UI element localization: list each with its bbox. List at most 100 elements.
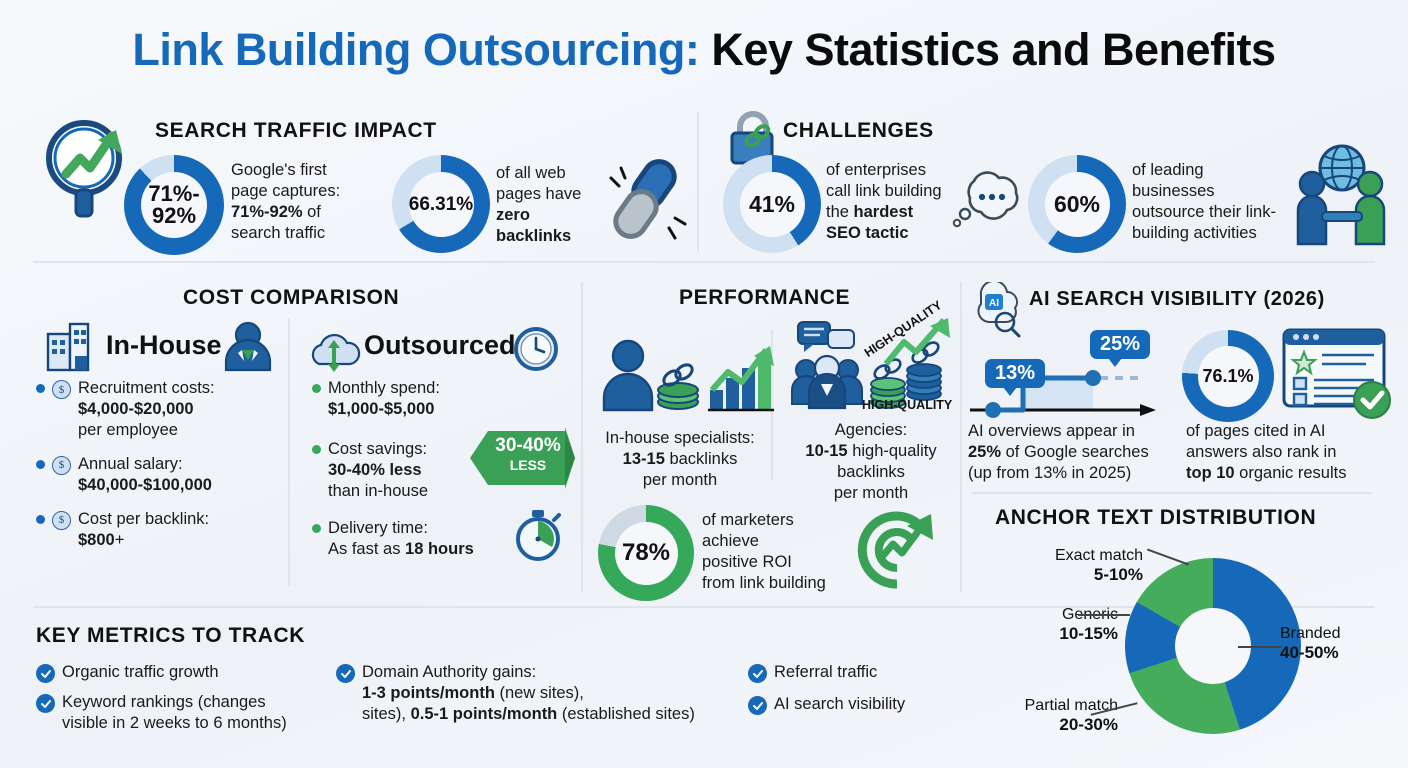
ai-left-text: AI overviews appear in 25% of Google sea…: [968, 421, 1168, 484]
divider-vertical-perf-inner: [771, 330, 773, 480]
item-label: Recruitment costs:: [78, 379, 215, 397]
perf-right-title: Agencies:: [834, 421, 908, 439]
in-house-title: In-House: [106, 330, 222, 360]
item-note: than in-house: [328, 481, 428, 500]
ai-right-line3-tail: organic results: [1234, 463, 1347, 482]
ai-left-bold1: 25%: [968, 442, 1002, 461]
key-metric-item: Domain Authority gains: 1-3 points/month…: [336, 662, 736, 725]
businessman-icon: [224, 321, 272, 372]
check-circle-icon: [748, 696, 767, 715]
item-note-inline: +: [114, 530, 125, 549]
perf-left-rest: backlinks: [664, 449, 738, 468]
stat-value-78: 78%: [621, 539, 671, 566]
roi-line1: of marketers: [702, 511, 794, 529]
outsourced-item-2: Cost savings: 30-40% less than in-house: [312, 439, 542, 502]
key-metric-item: AI search visibility: [748, 694, 968, 715]
stat-donut-76-1: 76.1%: [1182, 330, 1274, 422]
leader-line-generic: [1078, 614, 1130, 616]
stat-value-line1: 71%-: [148, 181, 200, 206]
key-metric-label: Domain Authority gains:: [362, 663, 537, 681]
stat-value-41: 41%: [748, 190, 796, 217]
check-circle-icon: [36, 664, 55, 683]
svg-text:AI: AI: [989, 298, 999, 309]
search-traffic-stat2-text: of all web pages have zero backlinks: [496, 163, 604, 247]
leader-line-branded: [1238, 646, 1282, 648]
ai-step-badge-13: 13%: [985, 359, 1046, 396]
challenges-stat1-text: of enterprises call link building the ha…: [826, 160, 951, 244]
item-prefix: As fast as: [328, 539, 406, 558]
stat-donut-60: 60%: [1028, 155, 1126, 253]
item-label: Annual salary:: [78, 454, 183, 473]
dollar-coin-icon: $: [52, 380, 71, 399]
cloud-sync-icon: [311, 333, 361, 372]
ai-left-line2-tail: of Google searches: [1001, 442, 1149, 461]
challenges-stat2-text: of leading businesses outsource their li…: [1132, 161, 1276, 242]
broken-chain-icon: [609, 159, 687, 240]
anchor-label-value: 40-50%: [1280, 643, 1339, 663]
item-value: $1,000-$5,000: [328, 399, 435, 418]
check-circle-icon: [36, 694, 55, 713]
divider-ai-anchor: [972, 492, 1372, 494]
perf-left-value: 13-15: [622, 449, 665, 468]
performance-right-text: Agencies: 10-15 high-quality backlinks p…: [782, 420, 960, 504]
anchor-label-exact-match: Exact match 5-10%: [1008, 546, 1143, 586]
roi-line3: positive ROI: [702, 552, 792, 571]
ai-right-line2: answers also rank in: [1186, 442, 1337, 461]
anchor-label-partial-match: Partial match 20-30%: [968, 696, 1118, 736]
ai-step-badge-25: 25%: [1090, 330, 1151, 367]
key-metric-tail1: (new sites),: [494, 683, 584, 702]
perf-left-title: In-house specialists:: [605, 429, 755, 447]
outsourced-title: Outsourced: [364, 330, 516, 360]
bullet-dot: [312, 523, 321, 533]
in-house-item-1: $ Recruitment costs: $4,000-$20,000 per …: [36, 378, 276, 441]
stat-value-76-1: 76.1%: [1202, 366, 1254, 386]
anchor-label-value: 20-30%: [1059, 715, 1118, 735]
target-growth-icon: [857, 511, 933, 589]
anchor-label-text: Exact match: [1054, 547, 1143, 564]
ai-right-text: of pages cited in AI answers also rank i…: [1186, 421, 1391, 484]
item-label: Monthly spend:: [328, 379, 440, 397]
stat-value-66-31: 66.31%: [408, 193, 474, 215]
ai-visibility-heading: AI SEARCH VISIBILITY (2026): [1029, 288, 1325, 310]
anchor-label-generic: Generic 10-15%: [1000, 605, 1118, 645]
stat-donut-41: 41%: [723, 155, 821, 253]
clock-icon: [514, 327, 558, 371]
title-black: Key Statistics and Benefits: [711, 24, 1276, 75]
item-label: Cost savings:: [328, 439, 428, 458]
perf-right-value: 10-15: [805, 441, 848, 460]
anchor-label-text: Partial match: [1024, 697, 1118, 714]
thought-bubble-icon: [952, 171, 1019, 228]
item-value: $800: [78, 530, 115, 549]
challenges-heading: CHALLENGES: [783, 119, 934, 142]
ai-brain-search-icon: AI: [977, 282, 1021, 338]
savings-badge-line2: LESS: [509, 457, 547, 473]
item-label: Cost per backlink:: [78, 509, 210, 528]
ai-right-bold: top 10: [1186, 463, 1235, 482]
bullet-dot: [36, 459, 45, 469]
savings-arrow-badge: 30-40% LESS: [470, 427, 575, 489]
bullet-dot: [36, 384, 45, 393]
savings-badge-line1: 30-40%: [495, 435, 561, 456]
anchor-text-heading: ANCHOR TEXT DISTRIBUTION: [995, 506, 1317, 529]
stat-donut-78: 78%: [598, 505, 694, 601]
perf-left-line3: per month: [642, 470, 718, 489]
check-circle-icon: [748, 664, 767, 683]
key-metric-line3-head: sites),: [362, 704, 411, 723]
item-note: per employee: [78, 420, 178, 439]
lock-link-icon: [730, 111, 774, 165]
anchor-label-branded: Branded 40-50%: [1280, 624, 1400, 664]
in-house-item-2: $ Annual salary: $40,000-$100,000: [36, 454, 276, 496]
ai-left-line1: AI overviews appear in: [968, 422, 1135, 440]
perf-right-line3: backlinks: [837, 462, 905, 481]
magnifier-growth-icon: [46, 120, 122, 218]
item-value: $40,000-$100,000: [78, 475, 212, 494]
bullet-dot: [312, 384, 321, 393]
divider-vertical-perf-ai: [960, 282, 962, 592]
cost-comparison-heading: COST COMPARISON: [183, 286, 400, 309]
bullet-dot: [36, 514, 45, 524]
divider-vertical-inhouse-outsourced: [288, 318, 290, 586]
performance-heading: PERFORMANCE: [679, 286, 851, 309]
key-metric-item: Referral traffic: [748, 662, 968, 683]
stat-donut-66-31: 66.31%: [392, 155, 490, 253]
